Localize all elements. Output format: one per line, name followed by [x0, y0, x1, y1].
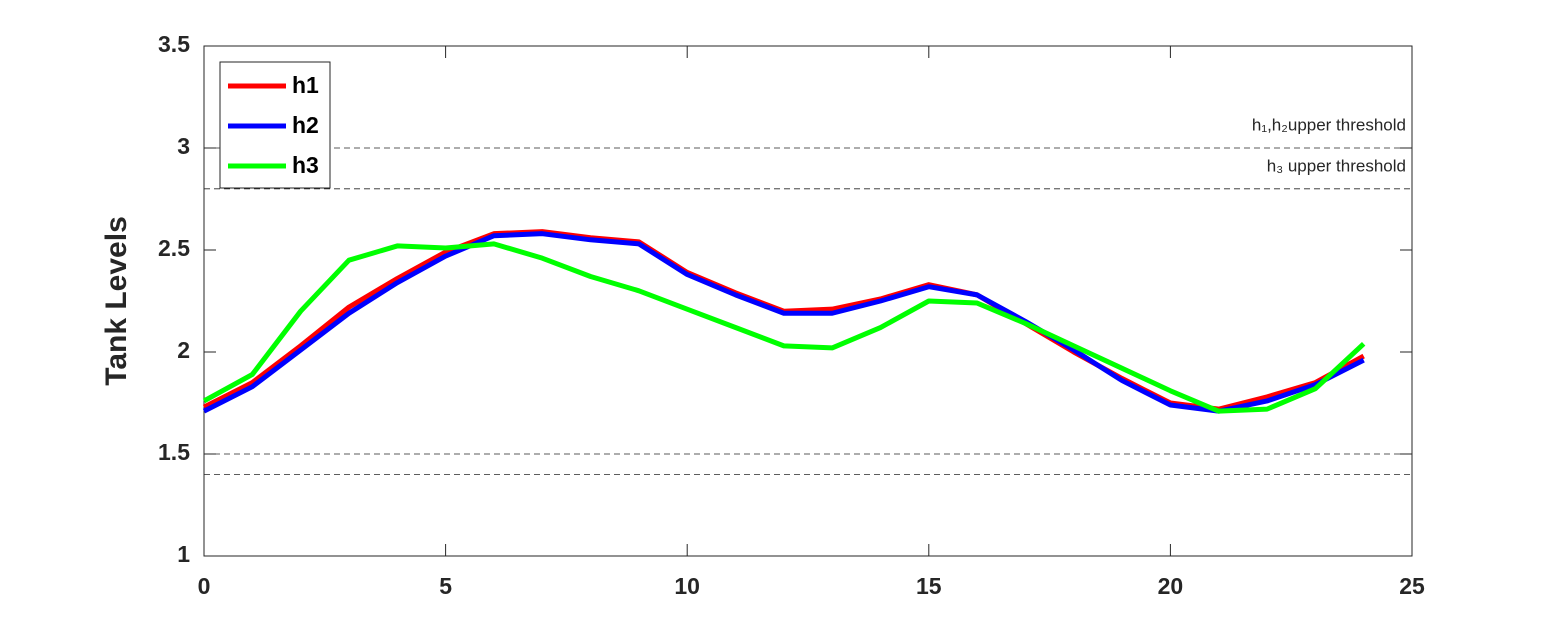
legend-label: h3: [292, 152, 319, 178]
threshold-label: h₃ upper threshold: [1267, 156, 1406, 175]
y-tick-label: 3: [177, 133, 190, 159]
plot-area: [204, 46, 1412, 556]
threshold-label: h₁,h₂upper threshold: [1252, 115, 1406, 134]
y-tick-label: 2: [177, 337, 190, 363]
series-line: [202, 231, 1365, 414]
y-tick-label: 1: [177, 541, 190, 567]
legend: h1 h2 h3: [219, 61, 331, 189]
x-tick-label: 10: [674, 573, 700, 599]
x-tick-label: 5: [439, 573, 452, 599]
series-line: [202, 241, 1366, 414]
x-tick-label: 0: [198, 573, 211, 599]
y-tick-label: 3.5: [158, 31, 190, 57]
y-tick-label: 1.5: [158, 439, 190, 465]
x-tick-label: 20: [1158, 573, 1184, 599]
y-tick-label: 2.5: [158, 235, 190, 261]
y-axis-label: Tank Levels: [100, 216, 133, 386]
x-tick-label: 15: [916, 573, 942, 599]
axes-box: [203, 45, 1413, 557]
legend-label: h1: [292, 72, 319, 98]
x-tick-label: 25: [1399, 573, 1425, 599]
legend-label: h2: [292, 112, 319, 138]
